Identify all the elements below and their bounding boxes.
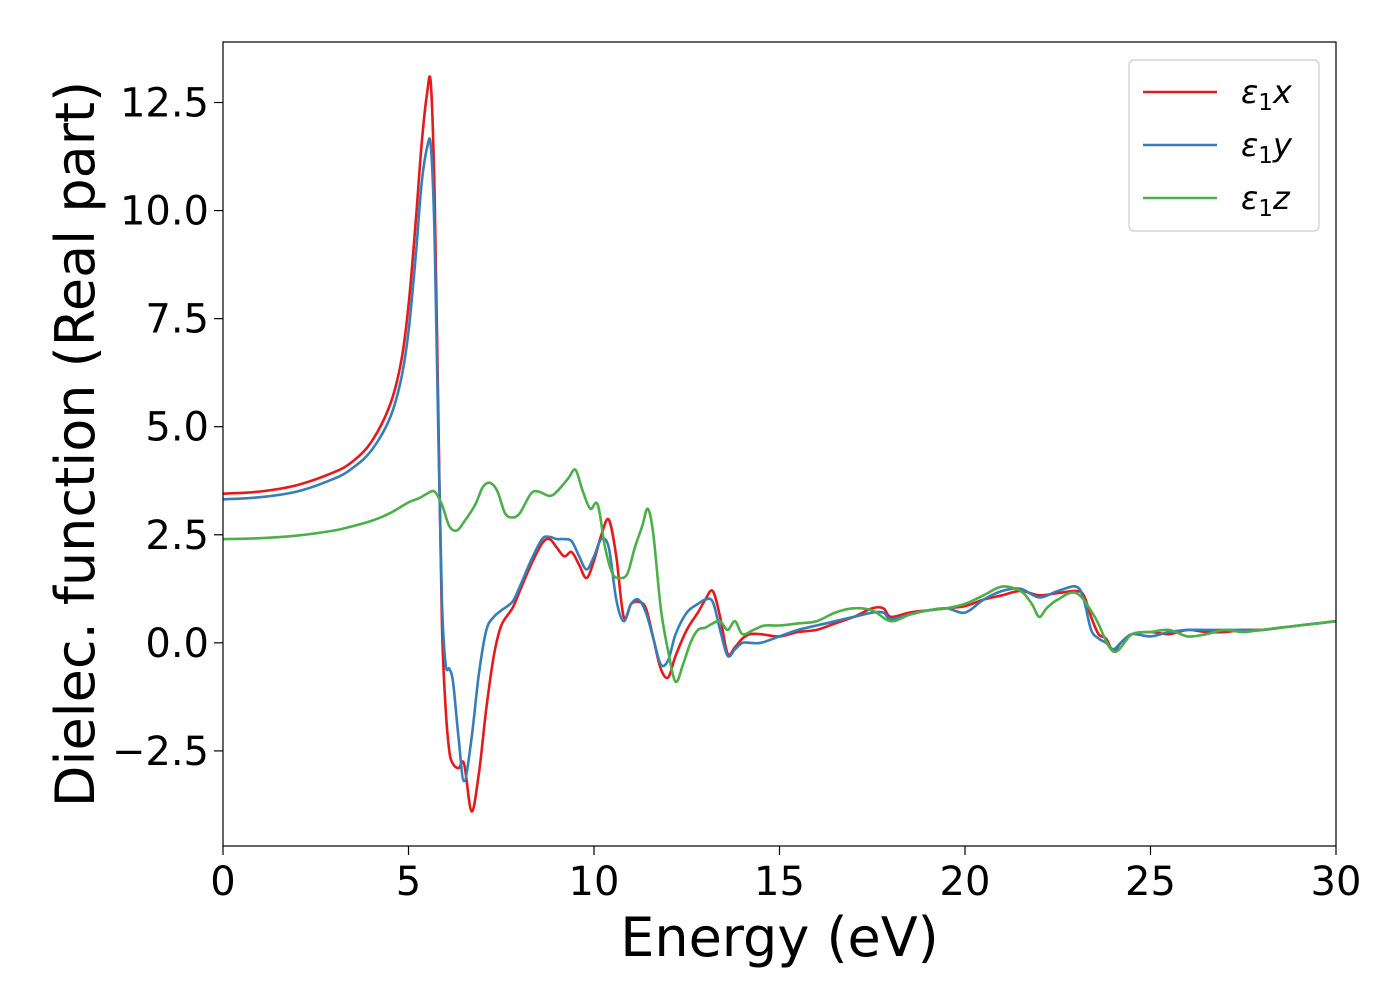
y-axis-title: Dielec. function (Real part) [44, 81, 107, 807]
series-line-z [223, 468, 1336, 684]
y-tick-label: −2.5 [112, 729, 209, 775]
series-line-y [223, 137, 1336, 783]
legend: ε1x ε1y ε1z [1128, 59, 1320, 232]
x-tick-label: 0 [210, 859, 235, 905]
y-tick-label: 0.0 [145, 621, 209, 667]
x-tick-label: 10 [569, 859, 620, 905]
y-tick-label: 7.5 [145, 297, 209, 343]
y-tick-label: 5.0 [145, 405, 209, 451]
legend-label-y: ε1y [1241, 126, 1293, 169]
legend-label-x: ε1x [1241, 73, 1293, 116]
y-tick-label: 10.0 [120, 189, 209, 235]
legend-box [1128, 59, 1320, 232]
x-tick-label: 25 [1125, 859, 1176, 905]
x-axis-title: Energy (eV) [620, 906, 939, 969]
legend-label-z: ε1z [1241, 179, 1291, 222]
x-axis-ticks: 0 5 10 15 20 25 30 [210, 846, 1361, 905]
y-tick-label: 12.5 [120, 81, 209, 127]
x-tick-label: 5 [396, 859, 421, 905]
y-axis-ticks: −2.5 0.0 2.5 5.0 7.5 10.0 12.5 [112, 81, 223, 775]
series-layer [223, 75, 1336, 813]
x-tick-label: 30 [1311, 859, 1362, 905]
x-tick-label: 20 [940, 859, 991, 905]
y-tick-label: 2.5 [145, 513, 209, 559]
plot-frame [222, 41, 1337, 847]
x-tick-label: 15 [754, 859, 805, 905]
